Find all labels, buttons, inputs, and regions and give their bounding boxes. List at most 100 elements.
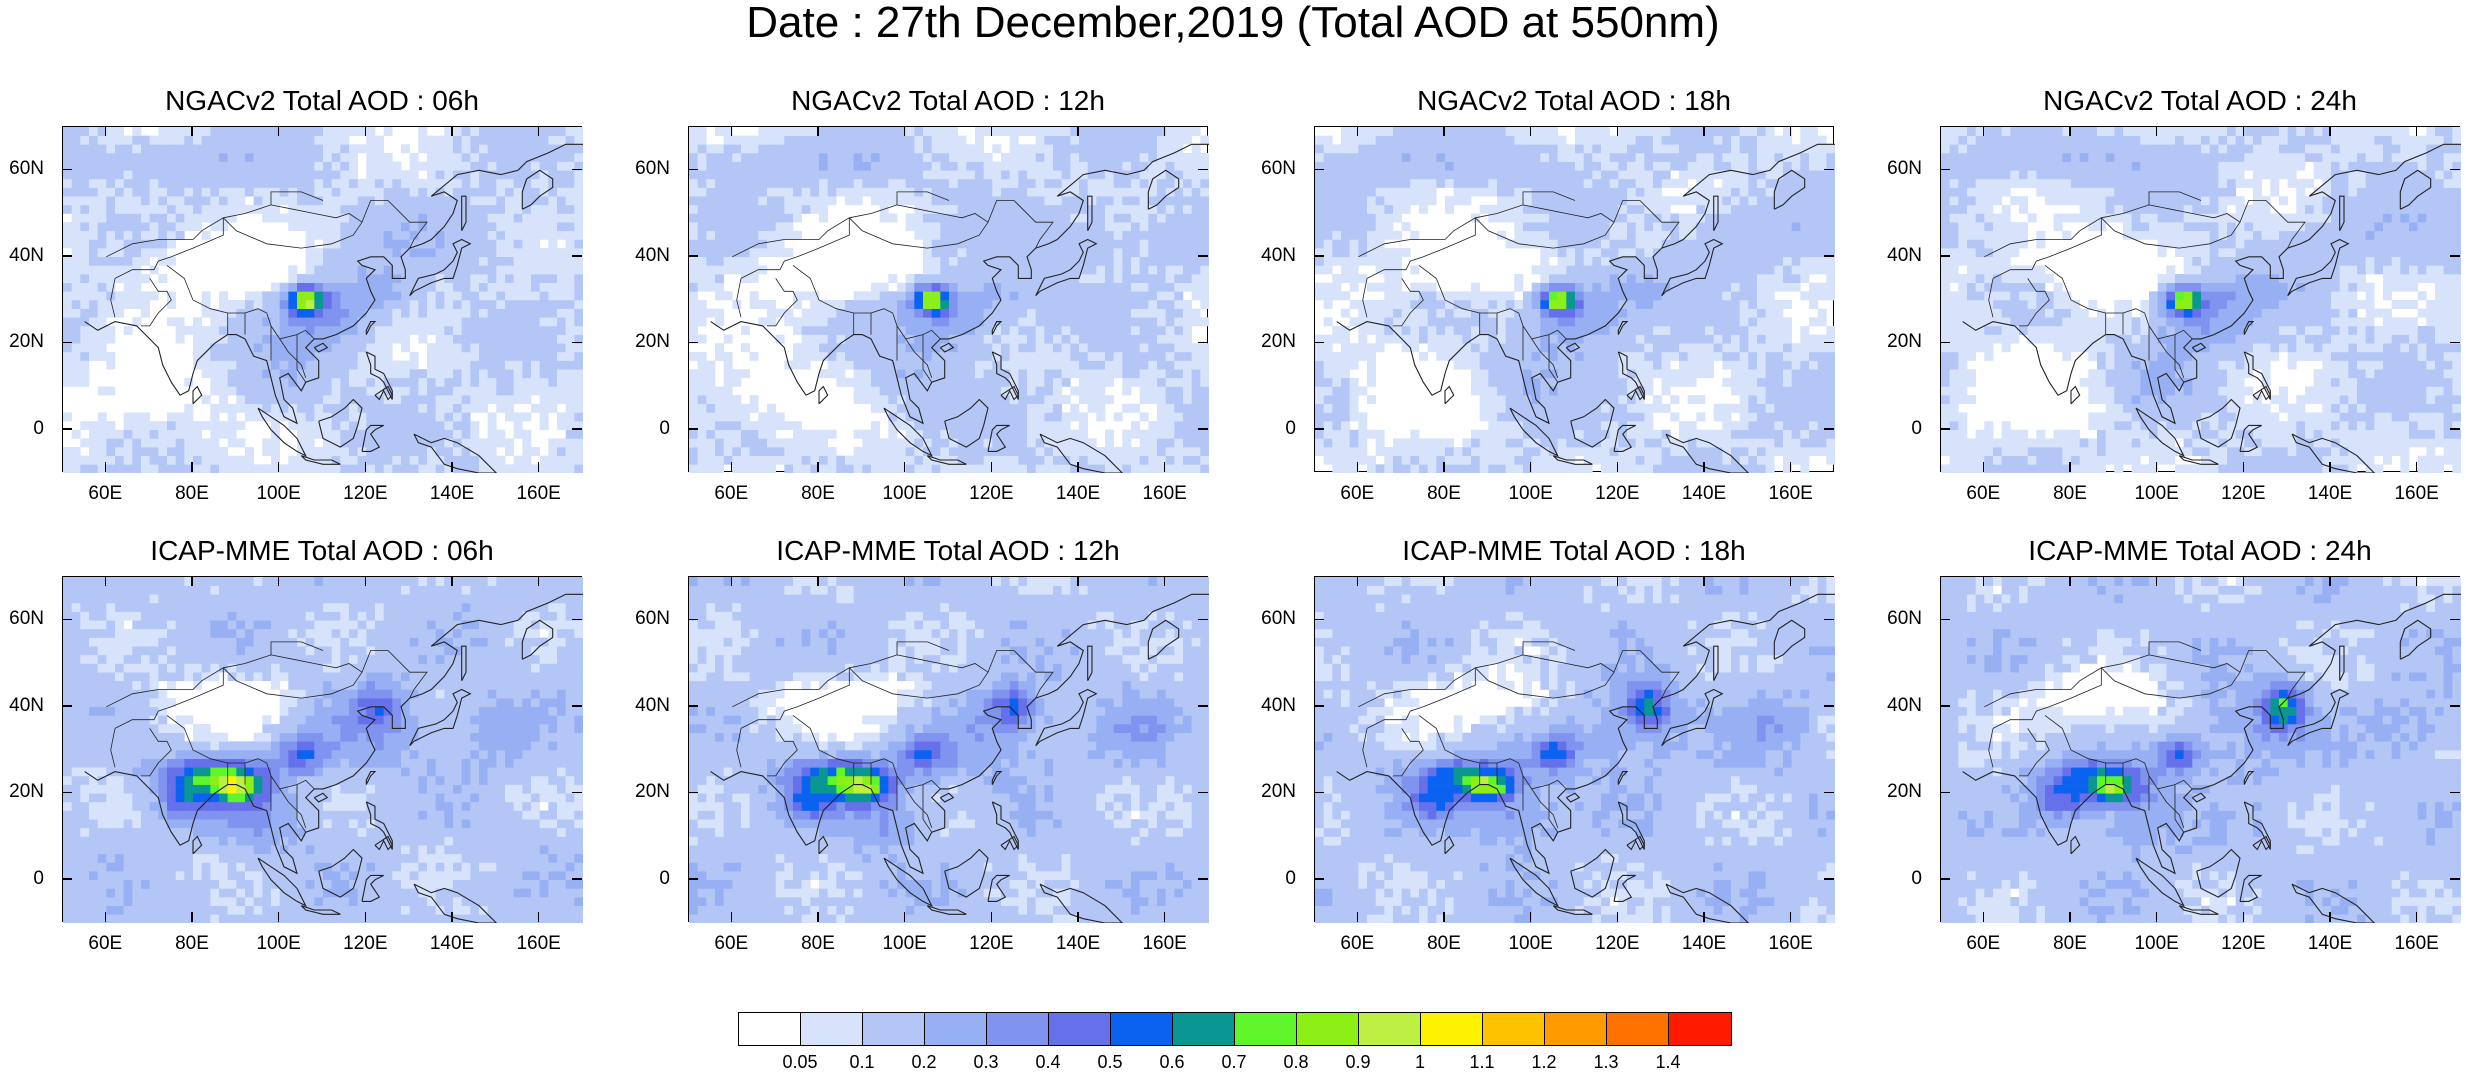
aod-field: [689, 577, 1209, 923]
colorbar-label: 0.9: [1345, 1053, 1370, 1071]
lon-tick-label: 120E: [969, 484, 1013, 504]
lon-tick-mark: [817, 462, 819, 472]
lon-tick-mark: [2416, 462, 2418, 472]
lon-tick-label: 100E: [882, 934, 926, 954]
lon-tick-mark: [1530, 576, 1532, 586]
aod-field: [1315, 577, 1835, 923]
lon-tick-mark: [2329, 462, 2331, 472]
colorbar-label: 0.8: [1283, 1053, 1308, 1071]
lon-tick-label: 80E: [2053, 484, 2087, 504]
lon-tick-mark: [365, 126, 367, 136]
lat-tick-label: 40N: [1261, 246, 1296, 266]
panel-title: ICAP-MME Total AOD : 12h: [688, 536, 1208, 566]
lon-tick-label: 160E: [516, 484, 560, 504]
map-frame: [1940, 576, 2460, 922]
lon-tick-mark: [451, 576, 453, 586]
lon-tick-label: 80E: [2053, 934, 2087, 954]
colorbar-swatch: [1173, 1013, 1235, 1045]
lon-tick-mark: [1443, 576, 1445, 586]
lat-tick-label: 60N: [1887, 159, 1922, 179]
lon-tick-mark: [365, 912, 367, 922]
lat-tick-label: 60N: [1887, 609, 1922, 629]
lon-tick-mark: [1983, 576, 1985, 586]
aod-field: [1941, 127, 2461, 473]
colorbar-swatch: [1111, 1013, 1173, 1045]
lat-tick-mark: [1940, 705, 1950, 707]
lat-tick-label: 20N: [635, 332, 670, 352]
lon-tick-mark: [991, 912, 993, 922]
panel-title: NGACv2 Total AOD : 06h: [62, 86, 582, 116]
lon-tick-mark: [2156, 576, 2158, 586]
lon-tick-label: 140E: [1682, 934, 1726, 954]
lat-tick-mark: [1198, 878, 1208, 880]
lat-tick-mark: [62, 169, 72, 171]
lon-tick-mark: [451, 912, 453, 922]
lon-tick-mark: [1983, 912, 1985, 922]
lon-tick-mark: [1703, 462, 1705, 472]
lat-tick-mark: [62, 792, 72, 794]
lon-tick-mark: [1077, 126, 1079, 136]
colorbar: [738, 1012, 1732, 1046]
lon-tick-mark: [1703, 576, 1705, 586]
map-frame: [1314, 126, 1834, 472]
lon-tick-mark: [1357, 462, 1359, 472]
lat-tick-mark: [2450, 255, 2460, 257]
lon-tick-mark: [991, 126, 993, 136]
lon-tick-mark: [191, 576, 193, 586]
lon-tick-mark: [2243, 126, 2245, 136]
lat-tick-label: 0: [33, 419, 44, 439]
lat-tick-mark: [572, 619, 582, 621]
colorbar-label: 1.3: [1593, 1053, 1618, 1071]
lon-tick-label: 80E: [1427, 484, 1461, 504]
lat-tick-mark: [1940, 878, 1950, 880]
lat-tick-mark: [572, 428, 582, 430]
lon-tick-label: 100E: [2134, 934, 2178, 954]
lat-tick-mark: [1824, 342, 1834, 344]
panel-title: NGACv2 Total AOD : 12h: [688, 86, 1208, 116]
panel-title: NGACv2 Total AOD : 18h: [1314, 86, 1834, 116]
panel-title: ICAP-MME Total AOD : 06h: [62, 536, 582, 566]
lon-tick-mark: [2329, 912, 2331, 922]
lat-tick-mark: [688, 255, 698, 257]
colorbar-swatch: [863, 1013, 925, 1045]
lat-tick-mark: [62, 705, 72, 707]
lat-tick-label: 0: [1285, 869, 1296, 889]
lon-tick-mark: [1703, 126, 1705, 136]
map-frame: [62, 576, 582, 922]
lat-tick-label: 40N: [635, 696, 670, 716]
lon-tick-label: 100E: [1508, 484, 1552, 504]
lat-tick-mark: [1824, 878, 1834, 880]
lon-tick-mark: [1790, 462, 1792, 472]
lat-tick-mark: [572, 169, 582, 171]
lat-tick-mark: [1314, 619, 1324, 621]
lat-tick-mark: [1314, 705, 1324, 707]
lon-tick-mark: [538, 462, 540, 472]
lon-tick-mark: [2069, 462, 2071, 472]
lon-tick-mark: [1357, 576, 1359, 586]
aod-field: [1315, 127, 1835, 473]
colorbar-swatch: [1359, 1013, 1421, 1045]
lon-tick-mark: [1703, 912, 1705, 922]
lat-tick-mark: [1314, 255, 1324, 257]
lat-tick-mark: [572, 878, 582, 880]
lon-tick-mark: [1790, 126, 1792, 136]
lon-tick-mark: [1164, 126, 1166, 136]
lat-tick-mark: [1198, 792, 1208, 794]
colorbar-swatch: [1297, 1013, 1359, 1045]
lon-tick-label: 60E: [88, 934, 122, 954]
lon-tick-mark: [1077, 576, 1079, 586]
lon-tick-mark: [1164, 912, 1166, 922]
lat-tick-label: 20N: [9, 782, 44, 802]
lon-tick-label: 120E: [343, 934, 387, 954]
lat-tick-label: 40N: [1887, 246, 1922, 266]
lat-tick-label: 20N: [1887, 332, 1922, 352]
lon-tick-mark: [1983, 462, 1985, 472]
lon-tick-mark: [1443, 912, 1445, 922]
lon-tick-mark: [2329, 576, 2331, 586]
lat-tick-mark: [1314, 169, 1324, 171]
lon-tick-label: 60E: [88, 484, 122, 504]
lon-tick-label: 140E: [2308, 934, 2352, 954]
lon-tick-label: 140E: [1056, 484, 1100, 504]
